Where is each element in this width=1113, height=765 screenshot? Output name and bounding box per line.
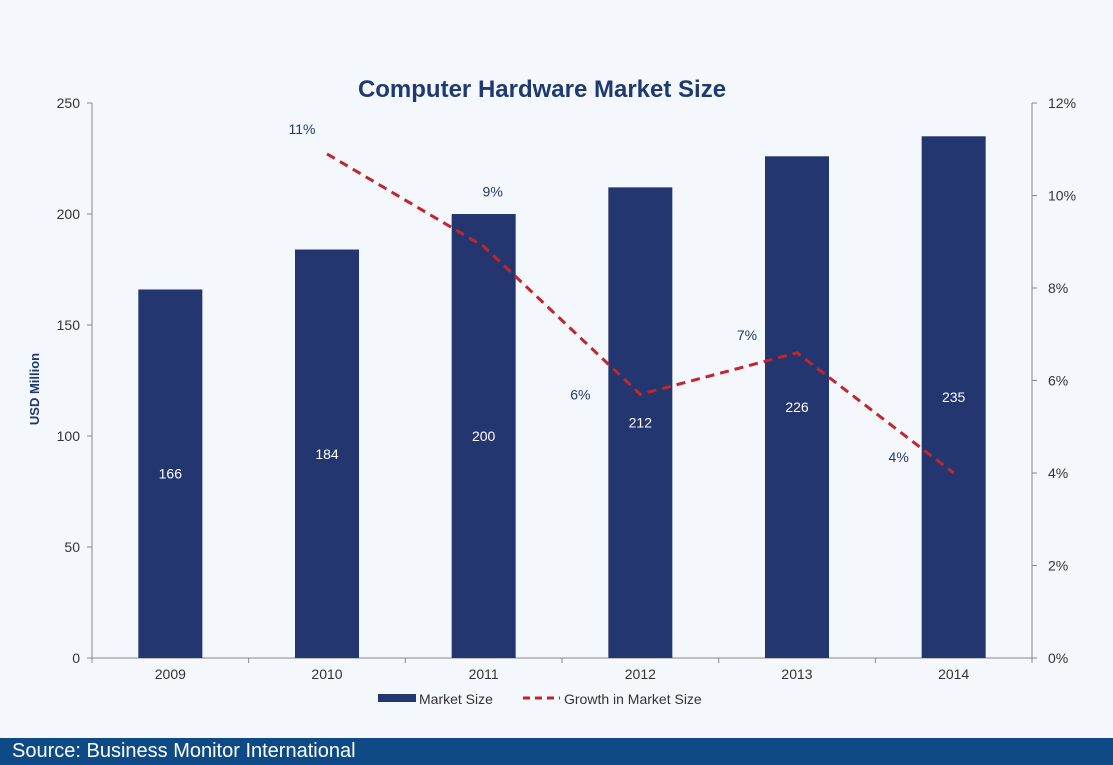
y-right-tick-label: 8%: [1048, 280, 1068, 296]
y-axis-label: USD Million: [27, 353, 42, 425]
source-footer: Source: Business Monitor International: [0, 738, 1113, 765]
chart-title: Computer Hardware Market Size: [358, 76, 726, 103]
x-tick-label: 2011: [469, 666, 499, 682]
x-tick-label: 2013: [781, 666, 812, 682]
y-left-tick-label: 0: [72, 650, 80, 666]
legend-label-growth: Growth in Market Size: [564, 691, 702, 707]
x-tick-label: 2012: [625, 666, 656, 682]
bar-market-size: [608, 187, 673, 659]
chart-svg: Computer Hardware Market Size USD Millio…: [27, 76, 1076, 707]
y-right-tick-label: 12%: [1048, 95, 1076, 111]
bar-market-size: [295, 249, 359, 658]
growth-line-layer: [326, 152, 955, 475]
y-right-tick-label: 4%: [1048, 465, 1068, 481]
bar-market-size: [138, 289, 203, 658]
growth-line: [326, 152, 955, 475]
y-right-tick-label: 10%: [1048, 188, 1076, 204]
y-right-tick-label: 0%: [1048, 650, 1068, 666]
bars-layer: [138, 136, 986, 659]
y-left-tick-label: 100: [57, 428, 81, 444]
y-right-tick-label: 2%: [1048, 558, 1068, 574]
axes-layer: 0 50 100 150 200 250 0% 2% 4% 6% 8% 10% 12% 2009 2010 2…: [57, 95, 1076, 682]
bar-market-size: [921, 136, 986, 659]
chart-panel: Computer Hardware Market Size USD Millio…: [12, 0, 1113, 738]
bar-value-label: 166: [159, 466, 183, 482]
x-tick-label: 2014: [938, 666, 969, 682]
bar-market-size: [451, 214, 516, 658]
y-left-tick-label: 50: [64, 539, 80, 555]
growth-value-label: 4%: [889, 449, 909, 465]
bar-value-label: 212: [629, 415, 653, 431]
bar-value-label: 184: [315, 446, 339, 462]
x-tick-label: 2010: [311, 666, 342, 682]
growth-value-label: 7%: [737, 327, 757, 343]
y-left-tick-label: 200: [57, 206, 81, 222]
y-right-tick-label: 6%: [1048, 373, 1068, 389]
data-labels-layer: 166 184 200 212 226 235 11% 9% 6% 7% 4%: [159, 121, 966, 482]
y-left-tick-label: 250: [57, 95, 81, 111]
bar-value-label: 226: [785, 399, 809, 415]
bar-market-size: [765, 156, 829, 658]
y-left-tick-label: 150: [57, 317, 81, 333]
bar-value-label: 200: [472, 428, 496, 444]
x-tick-label: 2009: [155, 666, 186, 682]
legend: Market Size Growth in Market Size: [378, 691, 702, 707]
growth-value-label: 9%: [483, 183, 503, 199]
growth-value-label: 6%: [570, 386, 590, 402]
legend-label-market-size: Market Size: [419, 691, 493, 707]
legend-swatch-market-size: [378, 694, 416, 702]
bar-value-label: 235: [942, 389, 966, 405]
growth-value-label: 11%: [289, 121, 316, 137]
